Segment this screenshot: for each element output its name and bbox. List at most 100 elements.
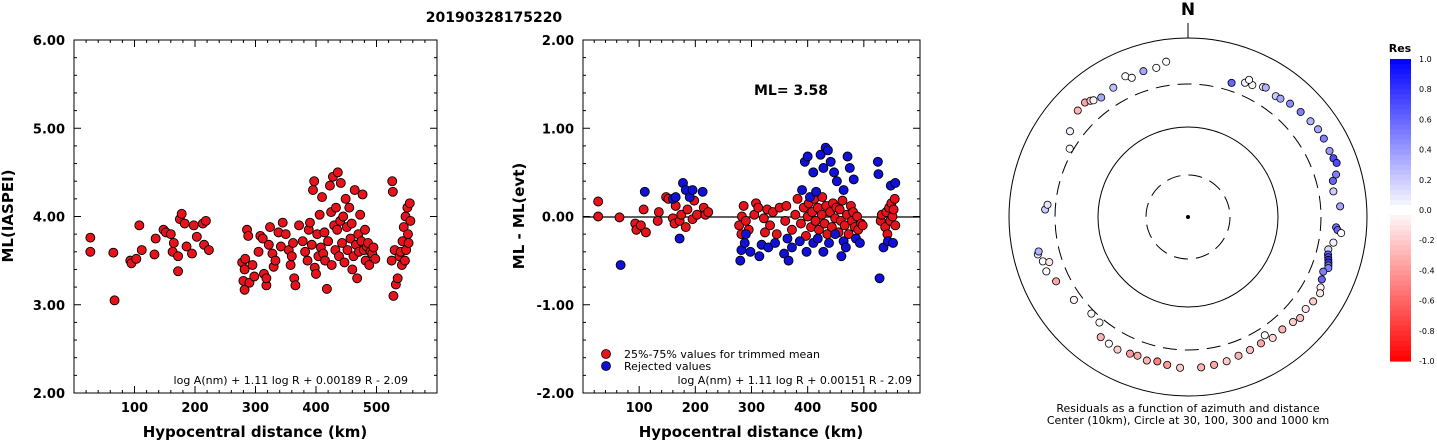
station-point xyxy=(1097,93,1106,102)
data-point xyxy=(257,233,268,244)
x-tick-label: 500 xyxy=(363,401,390,416)
data-point xyxy=(386,255,397,266)
x-tick-label: 400 xyxy=(794,401,821,416)
ring-300km xyxy=(1054,83,1322,351)
data-point xyxy=(404,198,415,209)
colorbar-cell xyxy=(1390,335,1411,342)
colorbar-tick-label: 0.2 xyxy=(1419,176,1432,185)
x-axis-label-2: Hypocentral distance (km) xyxy=(639,423,864,441)
data-point xyxy=(831,176,842,187)
data-point xyxy=(802,151,813,162)
data-point xyxy=(771,229,782,240)
station-point xyxy=(1089,96,1098,105)
data-point xyxy=(191,231,202,242)
y-axis-label-2: ML - ML(evt) xyxy=(510,163,528,269)
colorbar-cell xyxy=(1390,119,1411,126)
formula-1: log A(nm) + 1.11 log R + 0.00189 R - 2.0… xyxy=(174,374,408,387)
colorbar-title: Res xyxy=(1389,42,1412,55)
data-point xyxy=(890,220,901,231)
ml-annotation: ML= 3.58 xyxy=(754,83,828,99)
station-point xyxy=(1276,94,1285,103)
x-tick-label: 300 xyxy=(242,401,269,416)
station-point xyxy=(1332,158,1341,167)
colorbar-cell xyxy=(1390,89,1411,95)
station-point xyxy=(1210,360,1219,369)
colorbar-cell xyxy=(1390,59,1411,65)
data-point xyxy=(85,232,96,243)
colorbar-tick-label: 1.0 xyxy=(1419,55,1432,64)
station-point xyxy=(1314,125,1323,134)
data-point xyxy=(812,233,823,244)
colorbar-cell xyxy=(1390,300,1411,307)
colorbar-cell xyxy=(1390,199,1411,206)
data-point xyxy=(314,209,325,220)
data-point xyxy=(239,284,250,295)
data-point xyxy=(834,204,845,215)
data-point xyxy=(338,211,349,222)
station-point xyxy=(1104,339,1113,348)
y-tick-label: 3.00 xyxy=(33,299,65,314)
y-tick-label: 2.00 xyxy=(542,34,574,49)
data-point xyxy=(249,271,260,282)
data-point xyxy=(825,156,836,167)
x-tick-label: 500 xyxy=(850,401,877,416)
data-point xyxy=(290,280,301,291)
data-point xyxy=(109,295,120,306)
data-point xyxy=(740,215,751,226)
data-point xyxy=(108,247,119,258)
data-point xyxy=(703,207,714,218)
data-point xyxy=(324,180,335,191)
colorbar-cell xyxy=(1390,164,1411,171)
y-tick-label: 2.00 xyxy=(33,387,65,402)
x-tick-label: 200 xyxy=(682,401,709,416)
ring-30km xyxy=(1145,174,1231,260)
data-point xyxy=(270,255,281,266)
data-point xyxy=(323,236,334,247)
data-point xyxy=(740,229,751,240)
legend-label-rejected: Rejected values xyxy=(624,360,711,373)
station-point xyxy=(1139,67,1148,76)
panel-azimuth-residuals: N Residuals as a function of azimuth and… xyxy=(1008,0,1368,427)
colorbar-tick-label: -0.4 xyxy=(1419,266,1435,275)
colorbar-cell xyxy=(1390,255,1411,261)
data-point xyxy=(247,260,258,270)
data-point xyxy=(85,246,96,257)
station-point xyxy=(1296,107,1305,116)
colorbar-cell xyxy=(1390,330,1411,337)
colorbar-cell xyxy=(1390,129,1411,136)
data-point xyxy=(305,217,315,228)
data-point xyxy=(368,242,379,253)
colorbar-cell xyxy=(1390,290,1411,297)
colorbar-cell xyxy=(1390,260,1411,266)
ring-100km xyxy=(1097,126,1279,308)
colorbar-cell xyxy=(1390,220,1411,226)
data-point xyxy=(261,273,272,284)
data-point xyxy=(824,238,834,248)
data-point xyxy=(653,207,664,218)
data-point xyxy=(403,238,414,248)
data-point xyxy=(874,273,885,284)
data-point xyxy=(136,245,147,255)
station-point xyxy=(1125,349,1134,358)
data-point xyxy=(173,251,184,262)
data-point xyxy=(326,260,337,270)
data-point xyxy=(403,229,413,240)
colorbar-cell xyxy=(1390,124,1411,131)
data-point xyxy=(203,245,214,255)
data-point xyxy=(783,255,794,266)
data-point xyxy=(640,227,651,238)
colorbar-cell xyxy=(1390,159,1411,166)
data-point xyxy=(735,255,746,266)
data-point xyxy=(801,230,811,241)
data-point xyxy=(265,222,275,233)
legend-marker-accepted xyxy=(601,349,611,359)
station-point xyxy=(1052,277,1061,286)
data-point xyxy=(680,222,691,233)
colorbar-cell xyxy=(1390,310,1411,317)
station-point xyxy=(1153,357,1162,366)
colorbar-tick-label: 0.8 xyxy=(1419,85,1432,94)
scatter-points-1 xyxy=(85,167,416,306)
data-point xyxy=(792,193,803,204)
station-point xyxy=(1176,363,1185,372)
data-point xyxy=(405,215,416,226)
